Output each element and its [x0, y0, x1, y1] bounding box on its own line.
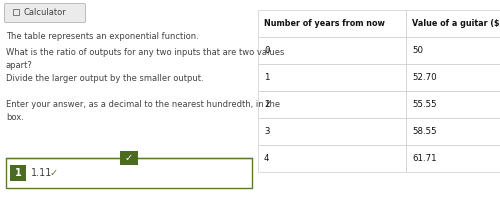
Text: 2: 2	[264, 100, 270, 109]
Bar	[406, 10, 500, 37]
Text: 0: 0	[264, 46, 270, 55]
Text: 1: 1	[14, 168, 21, 178]
Bar	[258, 64, 406, 91]
Bar	[258, 118, 406, 145]
Text: 52.70: 52.70	[412, 73, 436, 82]
Bar	[406, 37, 500, 64]
Text: 58.55: 58.55	[412, 127, 436, 136]
Text: Divide the larger output by the smaller output.: Divide the larger output by the smaller …	[6, 74, 203, 83]
Text: ✓: ✓	[125, 153, 133, 163]
Text: Calculator: Calculator	[23, 8, 66, 17]
Bar	[406, 118, 500, 145]
Text: Number of years from now: Number of years from now	[264, 19, 385, 28]
Text: 55.55: 55.55	[412, 100, 436, 109]
Bar	[258, 91, 406, 118]
Text: What is the ratio of outputs for any two inputs that are two values
apart?: What is the ratio of outputs for any two…	[6, 48, 284, 70]
Bar	[258, 37, 406, 64]
Text: Enter your answer, as a decimal to the nearest hundredth, in the
box.: Enter your answer, as a decimal to the n…	[6, 100, 280, 121]
FancyBboxPatch shape	[4, 3, 86, 22]
Bar	[6, 158, 252, 188]
Bar	[258, 10, 406, 37]
Text: Value of a guitar ($): Value of a guitar ($)	[412, 19, 500, 28]
Text: ✓: ✓	[50, 168, 58, 178]
Text: 4: 4	[264, 154, 270, 163]
Bar	[13, 9, 19, 15]
Bar	[258, 145, 406, 172]
Text: 1.11: 1.11	[31, 168, 52, 178]
Text: 1: 1	[264, 73, 270, 82]
Text: 50: 50	[412, 46, 423, 55]
Text: 3: 3	[264, 127, 270, 136]
Text: The table represents an exponential function.: The table represents an exponential func…	[6, 32, 199, 41]
Bar	[406, 145, 500, 172]
Bar	[10, 165, 26, 181]
Bar	[406, 91, 500, 118]
Bar	[406, 64, 500, 91]
Bar	[120, 151, 138, 165]
Text: 61.71: 61.71	[412, 154, 436, 163]
